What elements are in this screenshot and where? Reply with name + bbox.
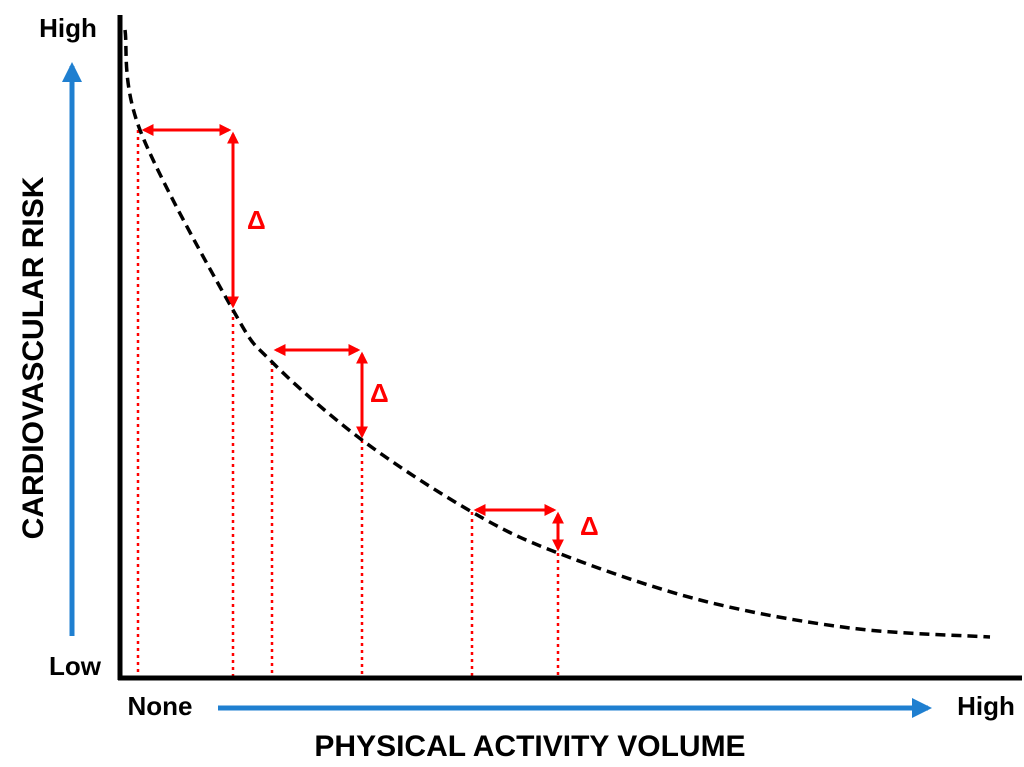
y-bottom-label: Low (49, 651, 102, 681)
y-axis-title: CARDIOVASCULAR RISK (17, 176, 50, 539)
delta-label: Δ (247, 205, 266, 235)
x-axis-title: PHYSICAL ACTIVITY VOLUME (314, 730, 745, 763)
x-start-label: None (128, 691, 193, 721)
y-top-label: High (39, 13, 97, 43)
guide-lines (136, 130, 560, 676)
delta-label: Δ (370, 378, 389, 408)
delta-label: Δ (580, 511, 599, 541)
risk-curve (123, 29, 991, 639)
x-end-label: High (957, 691, 1015, 721)
